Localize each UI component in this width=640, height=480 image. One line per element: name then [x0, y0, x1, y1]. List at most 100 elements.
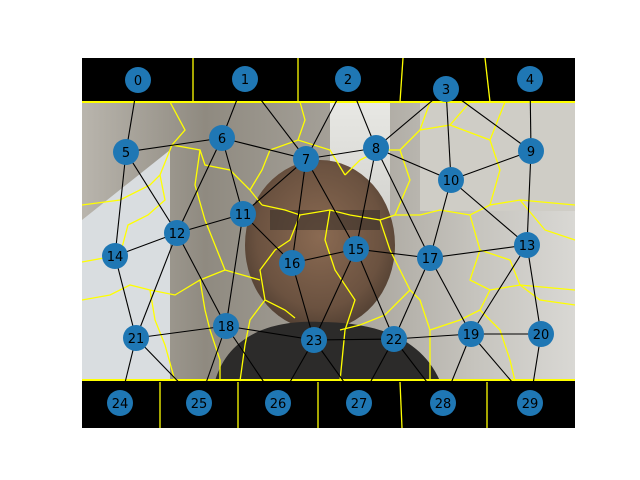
node-9: 9 [518, 138, 544, 164]
edge-21-25 [135, 337, 200, 404]
node-marker [213, 313, 239, 339]
node-29: 29 [517, 390, 543, 416]
edge-18-25 [198, 325, 227, 404]
node-label: 0 [134, 74, 142, 89]
edge-15-23 [313, 248, 357, 341]
edge-3-8 [375, 88, 447, 149]
node-label: 12 [169, 227, 186, 242]
edge-13-17 [429, 244, 528, 259]
node-6: 6 [209, 125, 235, 151]
edge-2-7 [305, 78, 349, 160]
node-marker [438, 167, 464, 193]
node-marker [186, 390, 212, 416]
node-marker [363, 135, 389, 161]
edge-18-26 [225, 325, 279, 404]
node-21: 21 [123, 325, 149, 351]
node-label: 9 [527, 145, 535, 160]
node-11: 11 [230, 201, 256, 227]
node-label: 4 [526, 73, 534, 88]
edge-22-28 [393, 338, 444, 404]
node-label: 16 [284, 257, 301, 272]
edge-16-23 [291, 262, 315, 341]
edge-10-13 [450, 179, 528, 246]
edge-8-10 [375, 147, 452, 181]
node-marker [301, 327, 327, 353]
node-label: 27 [351, 397, 368, 412]
node-marker [293, 146, 319, 172]
edge-12-18 [176, 232, 227, 327]
edge-5-14 [114, 151, 127, 257]
edge-3-9 [445, 88, 532, 152]
node-17: 17 [417, 245, 443, 271]
node-15: 15 [343, 236, 369, 262]
edge-22-23 [313, 338, 395, 341]
node-marker [343, 236, 369, 262]
node-1: 1 [232, 66, 258, 92]
edge-10-17 [429, 179, 452, 259]
node-3: 3 [433, 76, 459, 102]
edge-18-23 [225, 325, 315, 341]
node-label: 14 [107, 250, 124, 265]
node-label: 15 [348, 243, 365, 258]
node-marker [417, 245, 443, 271]
node-label: 26 [270, 397, 287, 412]
node-label: 17 [422, 252, 439, 267]
edge-6-7 [221, 137, 307, 160]
node-label: 25 [191, 397, 208, 412]
node-marker [433, 76, 459, 102]
node-label: 13 [519, 239, 536, 254]
edge-7-15 [305, 158, 357, 250]
node-marker [517, 66, 543, 92]
node-23: 23 [301, 327, 327, 353]
edge-7-16 [291, 158, 307, 264]
node-19: 19 [458, 321, 484, 347]
node-label: 1 [241, 73, 249, 88]
node-marker [514, 232, 540, 258]
node-marker [113, 139, 139, 165]
node-marker [232, 66, 258, 92]
node-10: 10 [438, 167, 464, 193]
node-marker [381, 326, 407, 352]
node-label: 11 [235, 208, 252, 223]
node-marker [164, 220, 190, 246]
node-label: 6 [218, 132, 226, 147]
node-label: 21 [128, 332, 145, 347]
node-18: 18 [213, 313, 239, 339]
edge-1-7 [244, 78, 307, 160]
edge-9-10 [450, 150, 532, 181]
edge-8-15 [355, 147, 377, 250]
node-marker [458, 321, 484, 347]
node-label: 24 [112, 397, 129, 412]
edge-11-18 [225, 213, 244, 327]
node-marker [265, 390, 291, 416]
edge-7-11 [242, 158, 307, 215]
edge-14-21 [114, 255, 137, 339]
node-marker [430, 390, 456, 416]
node-2: 2 [335, 66, 361, 92]
node-8: 8 [363, 135, 389, 161]
node-24: 24 [107, 390, 133, 416]
node-label: 7 [302, 153, 310, 168]
node-16: 16 [279, 250, 305, 276]
node-marker [335, 66, 361, 92]
node-20: 20 [528, 321, 554, 347]
node-label: 3 [442, 83, 450, 98]
edge-17-19 [429, 257, 472, 335]
edge-19-29 [470, 333, 531, 404]
node-14: 14 [102, 243, 128, 269]
node-marker [102, 243, 128, 269]
node-22: 22 [381, 326, 407, 352]
edge-13-19 [470, 244, 528, 335]
edge-3-10 [445, 88, 452, 181]
node-marker [517, 390, 543, 416]
node-0: 0 [125, 67, 151, 93]
edge-5-12 [125, 151, 178, 234]
edge-9-13 [526, 150, 532, 246]
node-28: 28 [430, 390, 456, 416]
node-label: 5 [122, 146, 130, 161]
node-13: 13 [514, 232, 540, 258]
node-7: 7 [293, 146, 319, 172]
node-label: 18 [218, 320, 235, 335]
node-26: 26 [265, 390, 291, 416]
